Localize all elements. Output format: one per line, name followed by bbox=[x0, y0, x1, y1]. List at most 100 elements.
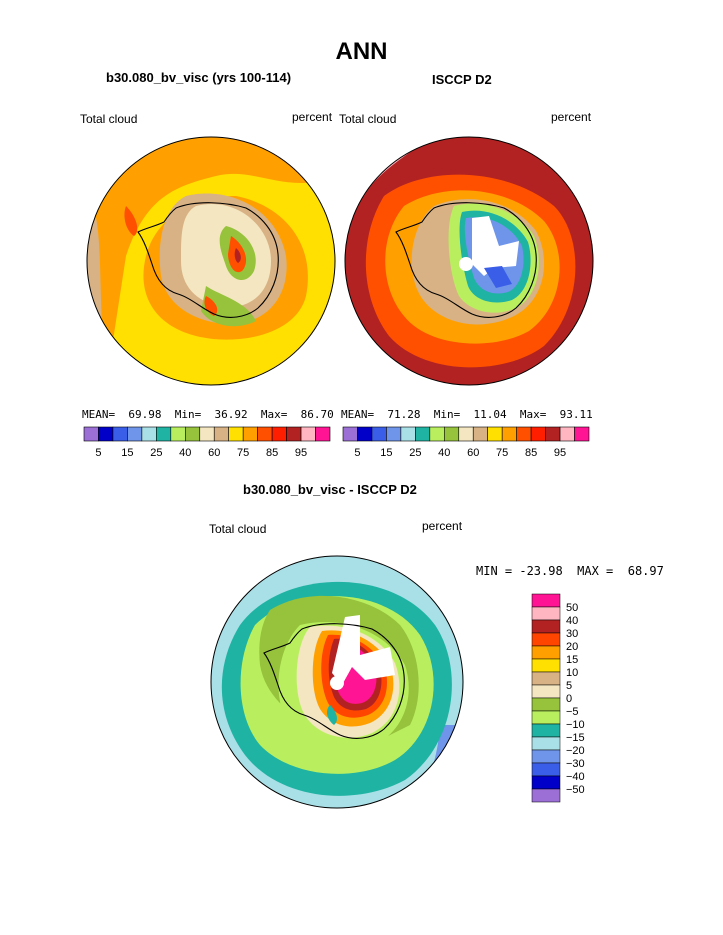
panel-1-stats: MEAN= 69.98 Min= 36.92 Max= 86.70 bbox=[82, 408, 334, 421]
colorbar-swatch bbox=[531, 697, 561, 712]
colorbar-swatch bbox=[531, 710, 561, 725]
colorbar-swatch bbox=[501, 426, 517, 442]
colorbar-swatch bbox=[242, 426, 258, 442]
colorbar-swatch bbox=[531, 645, 561, 660]
colorbar-swatch bbox=[530, 426, 546, 442]
panel-2-units-label: percent bbox=[551, 110, 592, 124]
colorbar-tick-label: 15 bbox=[566, 654, 578, 666]
colorbar-swatch bbox=[443, 426, 460, 442]
colorbar-tick-label: −40 bbox=[566, 771, 585, 783]
colorbar-tick-label: −5 bbox=[566, 706, 579, 718]
colorbar-swatch bbox=[574, 426, 590, 442]
colorbar-swatch bbox=[531, 619, 561, 634]
panel-2-stats: MEAN= 71.28 Min= 11.04 Max= 93.11 bbox=[341, 408, 593, 421]
colorbar-tick-label: 95 bbox=[295, 447, 307, 459]
colorbar-tick-label: 60 bbox=[208, 447, 220, 459]
colorbar-swatch bbox=[342, 426, 358, 442]
colorbar-tick-label: 95 bbox=[554, 447, 566, 459]
colorbar-swatch bbox=[531, 775, 561, 790]
diff-panel-units-label: percent bbox=[422, 519, 463, 533]
colorbar-tick-label: 30 bbox=[566, 628, 578, 640]
colorbar-swatch bbox=[458, 426, 474, 442]
colorbar-swatch bbox=[531, 736, 561, 751]
colorbar-tick-label: 40 bbox=[566, 615, 578, 627]
colorbar-swatch bbox=[516, 426, 532, 442]
diff-panel-title: b30.080_bv_visc - ISCCP D2 bbox=[243, 482, 417, 497]
colorbar-swatch bbox=[300, 426, 316, 442]
colorbar-tick-label: 5 bbox=[354, 447, 360, 459]
colorbar-swatch bbox=[531, 632, 561, 647]
colorbar-swatch bbox=[531, 723, 561, 738]
colorbar-swatch bbox=[400, 426, 416, 442]
panel-1-max-label: Max= bbox=[260, 408, 288, 421]
colorbar-tick-label: 10 bbox=[566, 667, 578, 679]
colorbar-tick-label: −30 bbox=[566, 758, 585, 770]
diff-panel-minmax: MIN = -23.98 MAX = 68.97 bbox=[476, 564, 664, 578]
colorbar-swatch bbox=[472, 426, 489, 442]
colorbar-swatch bbox=[184, 426, 201, 442]
colorbar-tick-label: 40 bbox=[438, 447, 450, 459]
colorbar-tick-label: −15 bbox=[566, 732, 585, 744]
colorbar-swatch bbox=[371, 426, 387, 442]
colorbar-tick-label: 50 bbox=[566, 602, 578, 614]
colorbar-swatch bbox=[357, 426, 373, 442]
colorbar-swatch bbox=[531, 658, 561, 673]
panel-2-polar-map bbox=[344, 136, 594, 386]
colorbar-swatch bbox=[531, 749, 561, 764]
colorbar-swatch bbox=[98, 426, 114, 442]
panel-1-colorbar: 5 15 25 40 60 75 85 95 bbox=[83, 426, 331, 459]
colorbar-swatch bbox=[415, 426, 431, 442]
colorbar-tick-label: 25 bbox=[409, 447, 421, 459]
colorbar-swatch bbox=[531, 684, 561, 699]
colorbar-swatch bbox=[531, 606, 561, 621]
colorbar-tick-label: −20 bbox=[566, 745, 585, 757]
colorbar-swatch bbox=[213, 426, 230, 442]
page-title: ANN bbox=[335, 38, 388, 65]
panel-2-mean-value: 71.28 bbox=[387, 408, 421, 421]
panel-1-units-label: percent bbox=[292, 110, 333, 124]
colorbar-swatch bbox=[545, 426, 561, 442]
colorbar-swatch bbox=[156, 426, 172, 442]
diff-panel-polar-map bbox=[210, 555, 464, 809]
colorbar-swatch bbox=[531, 788, 561, 803]
panel-1-max-value: 86.70 bbox=[300, 408, 334, 421]
panel-1-polar-map bbox=[86, 136, 336, 386]
colorbar-tick-label: 85 bbox=[266, 447, 278, 459]
colorbar-swatch bbox=[531, 762, 561, 777]
colorbar-tick-label: −10 bbox=[566, 719, 585, 731]
colorbar-tick-label: 75 bbox=[237, 447, 249, 459]
colorbar-swatch bbox=[199, 426, 215, 442]
panel-2-min-value: 11.04 bbox=[473, 408, 507, 421]
colorbar-tick-label: 5 bbox=[95, 447, 101, 459]
colorbar-swatch bbox=[127, 426, 143, 442]
colorbar-swatch bbox=[386, 426, 402, 442]
colorbar-tick-label: −50 bbox=[566, 784, 585, 796]
colorbar-tick-label: 85 bbox=[525, 447, 537, 459]
colorbar-swatch bbox=[531, 593, 561, 608]
colorbar-swatch bbox=[141, 426, 157, 442]
colorbar-tick-label: 15 bbox=[121, 447, 133, 459]
colorbar-swatch bbox=[257, 426, 273, 442]
panel-2-colorbar: 5 15 25 40 60 75 85 95 bbox=[342, 426, 590, 459]
panel-2-max-label: Max= bbox=[519, 408, 547, 421]
panel-1-min-label: Min= bbox=[174, 408, 202, 421]
panel-2-title: ISCCP D2 bbox=[432, 72, 492, 87]
colorbar-swatch bbox=[228, 426, 244, 442]
colorbar-swatch bbox=[286, 426, 302, 442]
panel-1-mean-label: MEAN= bbox=[82, 408, 116, 421]
panel-1-mean-value: 69.98 bbox=[128, 408, 162, 421]
panel-2-mean-label: MEAN= bbox=[341, 408, 375, 421]
colorbar-tick-label: 75 bbox=[496, 447, 508, 459]
colorbar-swatch bbox=[271, 426, 287, 442]
colorbar-tick-label: 20 bbox=[566, 641, 578, 653]
colorbar-swatch bbox=[112, 426, 128, 442]
colorbar-tick-label: 40 bbox=[179, 447, 191, 459]
colorbar-swatch bbox=[559, 426, 575, 442]
panel-1-variable-label: Total cloud bbox=[80, 112, 138, 126]
colorbar-swatch bbox=[83, 426, 99, 442]
colorbar-tick-label: 15 bbox=[380, 447, 392, 459]
colorbar-tick-label: 25 bbox=[150, 447, 162, 459]
panel-1-title: b30.080_bv_visc (yrs 100-114) bbox=[106, 70, 292, 85]
colorbar-swatch bbox=[170, 426, 186, 442]
